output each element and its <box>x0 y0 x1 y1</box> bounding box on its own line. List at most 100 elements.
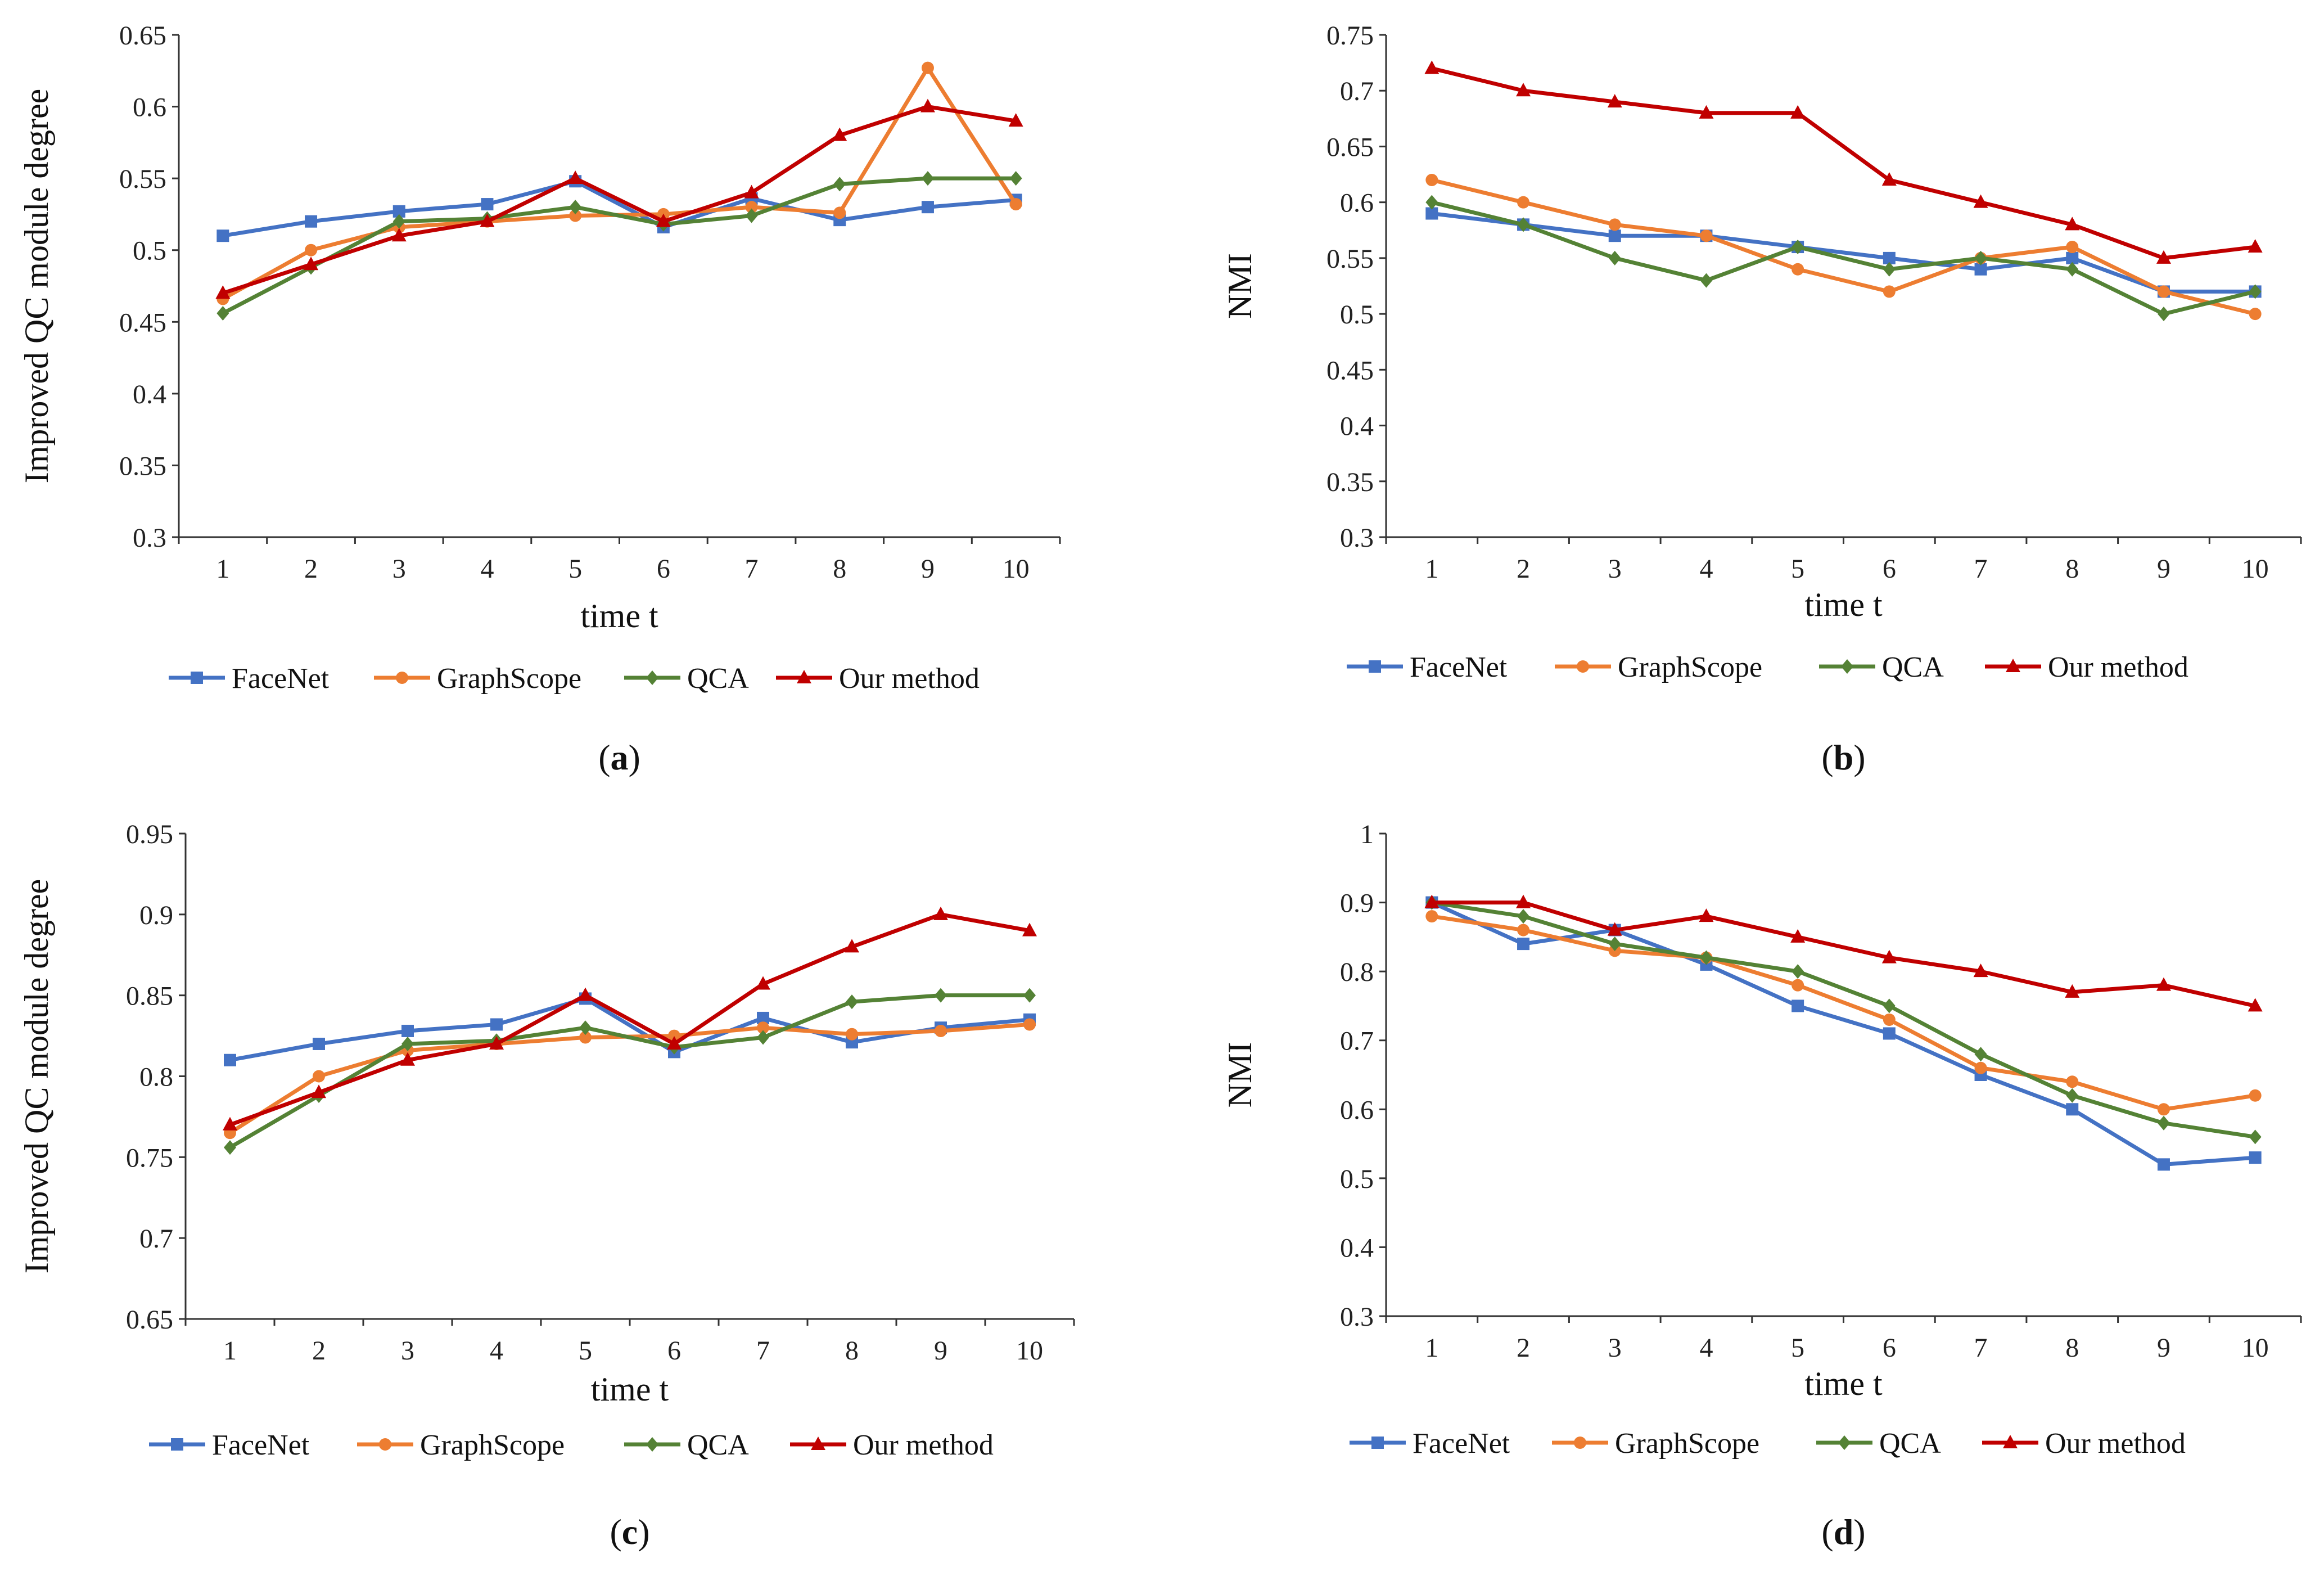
data-point-graphscope <box>2249 1089 2262 1102</box>
x-tick-label: 9 <box>2157 554 2170 584</box>
data-point-our-method <box>2156 250 2171 264</box>
data-point-qca <box>2066 1088 2079 1103</box>
y-tick-label: 0.6 <box>1340 1095 1374 1125</box>
x-tick-label: 9 <box>2157 1333 2170 1363</box>
panel-label-close: ) <box>1853 737 1865 777</box>
legend-label-qca: QCA <box>1882 651 1944 683</box>
data-point-our-method <box>1790 105 1806 119</box>
panel-label-close: ) <box>638 1512 649 1552</box>
series-our-method <box>1424 894 2263 1012</box>
data-point-qca <box>1700 273 1713 288</box>
x-tick-label: 7 <box>756 1336 770 1366</box>
data-point-qca <box>1974 250 1987 265</box>
data-point-graphscope <box>745 201 758 214</box>
data-point-facenet <box>1883 251 1896 264</box>
y-tick-label: 0.4 <box>133 380 166 409</box>
data-point-graphscope <box>935 1024 947 1037</box>
data-point-our-method <box>1607 922 1622 936</box>
legend-marker-graphscope <box>1574 1437 1586 1449</box>
data-point-our-method <box>578 987 593 1001</box>
data-point-graphscope <box>2157 285 2170 298</box>
legend-label-our-method: Our method <box>2045 1428 2186 1460</box>
x-tick-label: 2 <box>1517 554 1530 584</box>
legend-label-facenet: FaceNet <box>1413 1428 1510 1460</box>
data-point-graphscope <box>921 61 934 74</box>
x-tick-label: 8 <box>833 554 846 584</box>
y-tick-label: 0.8 <box>1340 957 1374 987</box>
data-point-graphscope <box>1883 285 1896 298</box>
data-point-qca <box>1974 1047 1987 1062</box>
y-tick-label: 0.45 <box>1326 355 1374 385</box>
data-point-our-method <box>1516 894 1531 908</box>
x-tick-label: 5 <box>1791 554 1804 584</box>
x-axis-title: time t <box>580 597 658 634</box>
x-axis-title: time t <box>1804 586 1883 623</box>
series-facenet <box>1425 207 2262 298</box>
y-tick-label: 0.3 <box>1340 523 1374 553</box>
data-point-facenet <box>490 1018 503 1031</box>
data-point-qca <box>392 214 405 229</box>
y-tick-label: 0.35 <box>1326 467 1374 497</box>
data-point-graphscope <box>757 1021 769 1034</box>
y-axis-title: Improved QC module degree <box>18 879 55 1273</box>
series-line-our-method <box>1432 900 2256 1008</box>
x-axis-title: time t <box>591 1371 669 1408</box>
data-point-qca <box>2157 1115 2170 1131</box>
panel-label-close: ) <box>1853 1512 1865 1552</box>
data-point-facenet <box>216 229 229 242</box>
data-point-our-method <box>2248 239 2263 253</box>
data-point-qca <box>2157 307 2170 322</box>
y-tick-label: 0.5 <box>1340 300 1374 330</box>
data-point-our-method <box>1424 60 1439 74</box>
data-point-facenet <box>392 205 405 218</box>
panel-label-open: ( <box>610 1512 621 1552</box>
data-point-qca <box>1425 195 1438 210</box>
data-point-our-method <box>2248 998 2263 1012</box>
data-point-graphscope <box>1023 1018 1036 1031</box>
data-point-our-method <box>2065 217 2080 231</box>
data-point-our-method <box>1008 113 1023 127</box>
series-graphscope <box>216 61 1022 305</box>
x-tick-label: 6 <box>667 1336 681 1366</box>
series-our-method <box>1424 60 2263 264</box>
y-tick-label: 0.45 <box>119 308 166 337</box>
x-tick-label: 9 <box>934 1336 947 1366</box>
data-point-graphscope <box>1974 1061 1987 1074</box>
y-tick-label: 0.35 <box>119 451 166 481</box>
x-tick-label: 1 <box>216 554 229 584</box>
legend-marker-facenet <box>1371 1437 1384 1449</box>
y-tick-label: 0.9 <box>139 900 173 930</box>
data-point-graphscope <box>2249 308 2262 321</box>
data-point-our-method <box>1881 172 1897 186</box>
data-point-graphscope <box>1700 229 1713 242</box>
y-tick-label: 0.65 <box>126 1305 173 1335</box>
series-our-method <box>215 98 1023 299</box>
data-point-facenet <box>1608 229 1621 242</box>
data-point-qca <box>1791 964 1804 979</box>
data-point-qca <box>846 994 858 1010</box>
data-point-our-method <box>2156 977 2171 991</box>
series-line-graphscope <box>1431 178 2256 316</box>
series-line-our-method <box>1431 66 2256 260</box>
x-tick-label: 4 <box>480 554 494 584</box>
data-point-our-method <box>756 976 770 990</box>
legend-marker-qca <box>1841 659 1853 674</box>
series-line-facenet <box>222 179 1016 238</box>
y-tick-label: 0.85 <box>126 981 173 1011</box>
x-tick-label: 2 <box>304 554 318 584</box>
series-line-qca <box>229 993 1030 1150</box>
series-graphscope <box>1425 910 2262 1116</box>
panel-label: (a) <box>598 737 640 777</box>
y-tick-label: 0.6 <box>133 93 166 123</box>
y-tick-label: 0.8 <box>139 1062 173 1092</box>
y-axis-title: NMI <box>1221 1042 1258 1108</box>
data-point-our-method <box>1973 963 1988 978</box>
x-tick-label: 3 <box>1608 554 1622 584</box>
x-tick-label: 8 <box>2065 554 2079 584</box>
legend-marker-qca <box>646 1437 658 1452</box>
panel-label-letter: a <box>611 737 629 777</box>
data-point-graphscope <box>569 209 582 222</box>
data-point-facenet <box>224 1053 236 1066</box>
panel-label: (c) <box>610 1512 649 1552</box>
x-tick-label: 10 <box>1016 1336 1043 1366</box>
